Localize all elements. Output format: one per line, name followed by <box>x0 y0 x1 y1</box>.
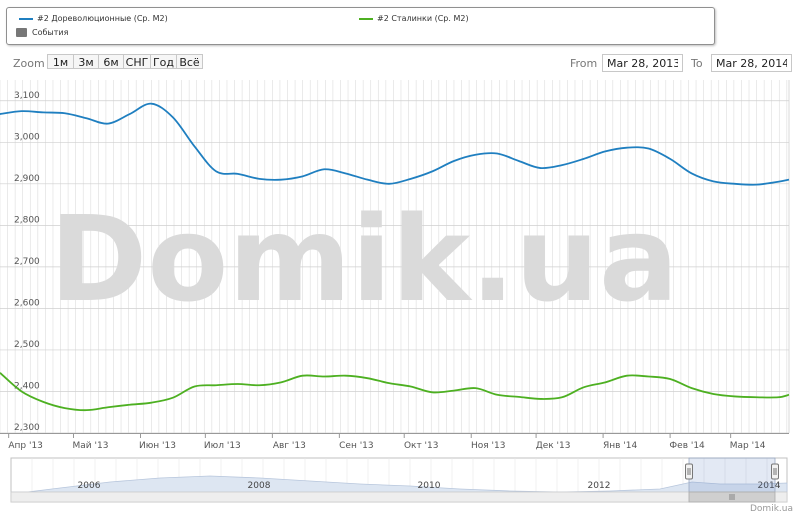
series-line-2 <box>0 372 790 412</box>
y-tick-label: 3,000 <box>14 132 40 142</box>
x-tick-label: Июн '13 <box>139 441 176 451</box>
y-tick-label: 2,500 <box>14 340 40 350</box>
navigator-selected-range[interactable] <box>688 457 776 493</box>
legend-item-series1[interactable]: #2 Дореволюционные (Ср. М2) <box>19 14 168 23</box>
x-tick-label: Сен '13 <box>339 441 374 451</box>
credit-text: Domik.ua <box>750 504 793 514</box>
range-to-input[interactable] <box>711 54 792 72</box>
x-tick-label: Май '13 <box>73 441 109 451</box>
legend-events-label: События <box>32 28 69 37</box>
events-swatch-icon <box>16 28 27 37</box>
series-line-1 <box>0 102 790 186</box>
zoom-label: Zoom <box>13 57 45 70</box>
x-tick-label: Янв '14 <box>603 441 638 451</box>
navigator-year-label: 2010 <box>418 481 441 491</box>
chart-legend: #2 Дореволюционные (Ср. М2) #2 Сталинки … <box>6 7 715 45</box>
series2-line-icon <box>359 17 373 20</box>
navigator-series-area <box>10 475 788 495</box>
x-tick-label: Окт '13 <box>404 441 439 451</box>
x-tick-label: Ноя '13 <box>471 441 505 451</box>
y-tick-label: 2,800 <box>14 215 40 225</box>
x-tick-label: Апр '13 <box>8 441 43 451</box>
navigator-year-label: 2012 <box>588 481 611 491</box>
range-to-label: To <box>691 57 703 70</box>
series1-line-icon <box>19 17 33 20</box>
navigator[interactable]: 2006 2008 2010 2012 2014 <box>10 457 788 503</box>
x-tick-label: Дек '13 <box>536 441 571 451</box>
grid-lines <box>0 80 790 434</box>
navigator-year-label: 2014 <box>758 481 781 491</box>
x-tick-label: Фев '14 <box>669 441 705 451</box>
legend-series2-label: #2 Сталинки (Ср. М2) <box>377 14 469 23</box>
y-tick-label: 2,700 <box>14 257 40 267</box>
zoom-button-all[interactable]: Всё <box>176 54 203 69</box>
y-tick-label: 2,300 <box>14 423 40 433</box>
x-axis: Апр '13 Май '13 Июн '13 Июл '13 Авг '13 Сен '… <box>0 433 789 451</box>
legend-series1-label: #2 Дореволюционные (Ср. М2) <box>37 14 168 23</box>
x-tick-label: Мар '14 <box>730 441 766 451</box>
navigator-year-label: 2008 <box>248 481 271 491</box>
y-tick-label: 2,400 <box>14 381 40 391</box>
x-tick-label: Июл '13 <box>204 441 241 451</box>
y-axis-labels: 2,300 2,400 2,500 2,600 2,700 2,800 2,900 3,000… <box>14 91 40 433</box>
zoom-button-cng[interactable]: СНГ <box>123 54 151 69</box>
y-tick-label: 2,900 <box>14 174 40 184</box>
y-tick-label: 2,600 <box>14 298 40 308</box>
navigator-year-label: 2006 <box>78 481 101 491</box>
navigator-handle-right[interactable] <box>771 463 779 480</box>
scrollbar-track[interactable] <box>10 491 788 503</box>
series-lines <box>0 102 790 412</box>
y-tick-label: 3,100 <box>14 91 40 101</box>
range-from-label: From <box>570 57 598 70</box>
navigator-handle-left[interactable] <box>685 463 693 480</box>
watermark: Domik.ua <box>49 190 678 328</box>
range-from-input[interactable] <box>602 54 683 72</box>
legend-item-series2[interactable]: #2 Сталинки (Ср. М2) <box>359 14 469 23</box>
zoom-button-6m[interactable]: 6м <box>98 54 124 69</box>
x-tick-label: Авг '13 <box>273 441 306 451</box>
legend-item-events[interactable]: События <box>16 28 68 37</box>
